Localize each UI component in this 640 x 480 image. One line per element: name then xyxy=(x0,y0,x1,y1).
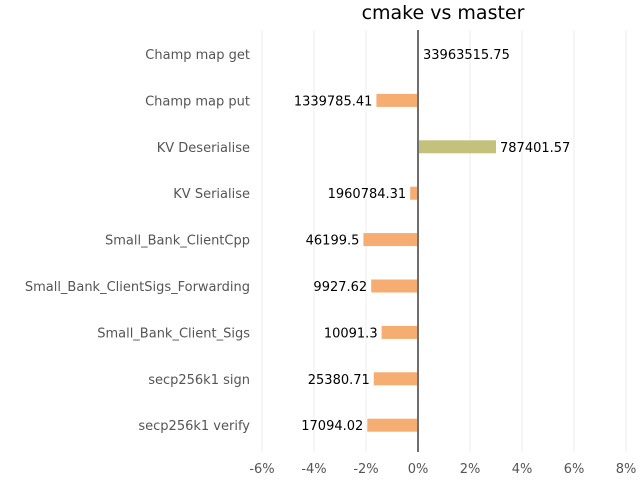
x-tick-label: -6% xyxy=(249,462,274,477)
x-tick-label: 6% xyxy=(564,462,585,477)
category-label: Small_Bank_Client_Sigs xyxy=(97,326,250,341)
category-label: KV Serialise xyxy=(173,187,250,202)
x-tick-label: 4% xyxy=(512,462,533,477)
value-label: 17094.02 xyxy=(301,419,363,434)
bar xyxy=(371,279,418,293)
bar xyxy=(367,418,418,432)
value-label: 9927.62 xyxy=(313,280,367,295)
category-labels: Champ map get Champ map put KV Deserialise… xyxy=(25,48,250,434)
value-labels: 33963515.75 1339785.41 787401.57 1960784.31… xyxy=(294,48,570,434)
category-label: Champ map get xyxy=(145,48,250,63)
bars xyxy=(363,93,496,432)
category-label: Small_Bank_ClientCpp xyxy=(105,234,250,249)
x-tick-label: -2% xyxy=(353,462,378,477)
value-label: 1339785.41 xyxy=(294,94,373,109)
x-axis-ticks: -6% -4% -2% 0% 2% 4% 6% 8% xyxy=(249,462,636,477)
value-label: 10091.3 xyxy=(324,326,378,341)
x-tick-label: 2% xyxy=(460,462,481,477)
x-tick-label: -4% xyxy=(301,462,326,477)
bar xyxy=(376,93,418,107)
x-tick-label: 8% xyxy=(616,462,637,477)
x-tick-label: 0% xyxy=(408,462,429,477)
value-label: 46199.5 xyxy=(306,234,360,249)
value-label: 787401.57 xyxy=(500,141,570,156)
bar xyxy=(363,233,418,247)
category-label: secp256k1 sign xyxy=(148,373,250,388)
category-label: Small_Bank_ClientSigs_Forwarding xyxy=(25,280,250,295)
category-label: KV Deserialise xyxy=(157,141,250,156)
category-label: Champ map put xyxy=(145,94,250,109)
bar xyxy=(418,140,496,154)
value-label: 1960784.31 xyxy=(328,187,407,202)
category-label: secp256k1 verify xyxy=(138,419,250,434)
bar xyxy=(381,325,418,339)
chart-title: cmake vs master xyxy=(362,2,525,24)
value-label: 33963515.75 xyxy=(423,48,510,63)
value-label: 25380.71 xyxy=(308,373,370,388)
bar xyxy=(410,186,418,200)
bar xyxy=(373,372,418,386)
